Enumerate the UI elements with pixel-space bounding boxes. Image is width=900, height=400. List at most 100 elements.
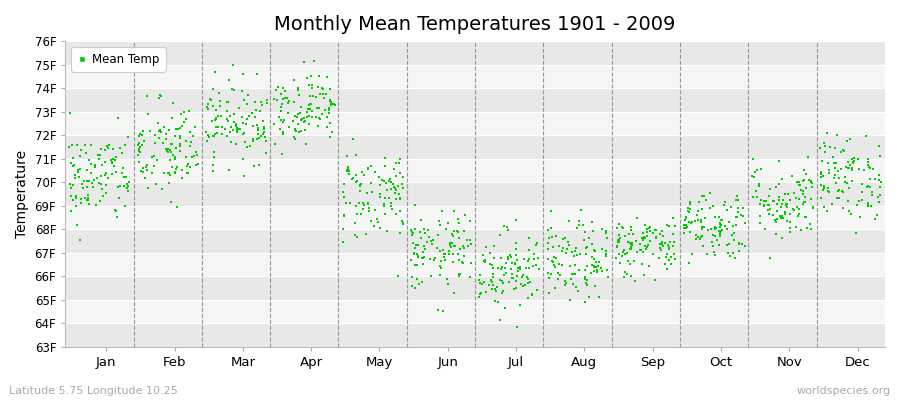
Point: [491, 264, 505, 271]
Point: [804, 196, 818, 203]
Y-axis label: Temperature: Temperature: [15, 150, 29, 238]
Point: [780, 203, 795, 210]
Point: [716, 217, 730, 223]
Point: [767, 198, 781, 204]
Point: [678, 217, 692, 223]
Point: [277, 117, 292, 124]
Point: [285, 118, 300, 124]
Point: [842, 162, 857, 168]
Point: [703, 205, 717, 212]
Point: [302, 81, 316, 88]
Point: [95, 186, 110, 192]
Point: [825, 201, 840, 207]
Point: [229, 123, 243, 129]
Point: [696, 242, 710, 249]
Point: [404, 227, 419, 233]
Point: [775, 213, 789, 220]
Point: [842, 208, 857, 214]
Point: [725, 223, 740, 229]
Point: [581, 294, 596, 301]
Point: [493, 317, 508, 323]
Point: [477, 279, 491, 286]
Point: [62, 144, 77, 150]
Point: [769, 231, 783, 237]
Point: [136, 128, 150, 134]
Point: [863, 165, 878, 172]
Point: [625, 240, 639, 246]
Point: [549, 254, 563, 261]
Point: [820, 208, 834, 215]
Point: [580, 244, 595, 250]
Point: [560, 246, 574, 252]
Point: [214, 112, 229, 119]
Point: [433, 222, 447, 228]
Point: [416, 255, 430, 261]
Point: [361, 199, 375, 206]
Point: [392, 196, 407, 202]
Point: [277, 88, 292, 94]
Point: [491, 298, 506, 305]
Point: [373, 194, 387, 200]
Point: [757, 198, 771, 204]
Point: [365, 189, 380, 196]
Point: [737, 220, 751, 226]
Point: [161, 170, 176, 176]
Point: [444, 244, 458, 250]
Point: [779, 200, 794, 207]
Point: [405, 232, 419, 238]
Point: [709, 237, 724, 244]
Point: [277, 95, 292, 102]
Point: [636, 237, 651, 244]
Point: [405, 283, 419, 290]
Point: [851, 156, 866, 162]
Point: [734, 241, 749, 247]
Point: [154, 93, 168, 99]
Point: [775, 175, 789, 182]
Point: [307, 57, 321, 64]
Point: [495, 264, 509, 271]
Point: [590, 266, 604, 273]
Point: [68, 172, 83, 178]
Point: [731, 197, 745, 203]
Point: [317, 95, 331, 102]
Point: [648, 227, 662, 233]
Bar: [65, 229, 885, 253]
Point: [578, 266, 592, 273]
Point: [387, 165, 401, 172]
Point: [461, 243, 475, 249]
Point: [791, 196, 806, 202]
Point: [705, 239, 719, 245]
Point: [179, 163, 194, 169]
Point: [515, 274, 529, 280]
Point: [486, 281, 500, 288]
Point: [392, 160, 406, 166]
Point: [353, 183, 367, 189]
Point: [100, 143, 114, 150]
Point: [729, 196, 743, 203]
Point: [800, 154, 814, 160]
Point: [215, 124, 230, 131]
Point: [772, 194, 787, 200]
Point: [109, 154, 123, 160]
Point: [140, 111, 155, 117]
Point: [550, 276, 564, 282]
Point: [792, 211, 806, 218]
Point: [501, 256, 516, 262]
Point: [573, 207, 588, 214]
Point: [513, 266, 527, 272]
Point: [827, 160, 842, 166]
Point: [64, 160, 78, 166]
Point: [865, 192, 879, 198]
Point: [173, 134, 187, 141]
Point: [442, 250, 456, 257]
Point: [778, 211, 792, 217]
Point: [842, 185, 856, 192]
Point: [256, 126, 271, 132]
Point: [845, 156, 859, 162]
Point: [456, 228, 471, 234]
Point: [542, 235, 556, 241]
Point: [855, 181, 869, 188]
Point: [661, 242, 675, 248]
Point: [424, 238, 438, 244]
Point: [63, 110, 77, 116]
